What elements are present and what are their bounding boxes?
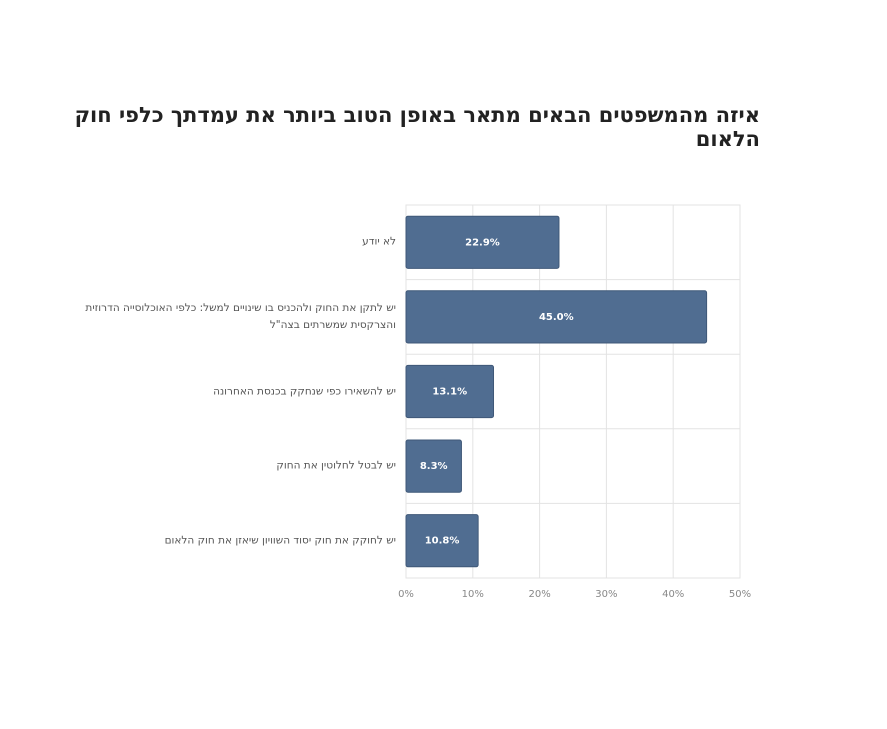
category-label: יש להשאירו כפי שנחקק בכנסת האחרונה	[213, 385, 396, 397]
bar	[405, 364, 495, 419]
category-label: יש לבטל לחלוטין את החוק	[276, 459, 396, 472]
bar-value-label: 45.0%	[539, 312, 574, 323]
bar-value-label: 13.1%	[432, 387, 467, 398]
x-tick-label: 30%	[595, 589, 617, 600]
bar-value-label: 10.8%	[425, 536, 460, 547]
category-label: יש לחוקק את חוק יסוד השוויון שיאזן את חו…	[164, 534, 396, 547]
category-label: לא יודע	[362, 235, 396, 248]
bar-value-label: 8.3%	[420, 461, 448, 472]
bar-value-label: 22.9%	[465, 237, 500, 248]
bar	[405, 215, 560, 269]
x-tick-label: 40%	[662, 589, 684, 600]
bar	[405, 290, 708, 344]
category-label: יש לתקן את החוק ולהכניס בו שינויים למשל:…	[85, 301, 396, 331]
chart-title: איזה מהמשפטים הבאים מתאר באופן הטוב ביות…	[74, 103, 760, 151]
x-tick-label: 20%	[528, 589, 550, 600]
x-tick-label: 10%	[462, 589, 484, 600]
bar	[405, 439, 462, 493]
bar	[405, 514, 479, 568]
x-tick-label: 0%	[398, 589, 414, 600]
x-tick-label: 50%	[729, 589, 751, 600]
